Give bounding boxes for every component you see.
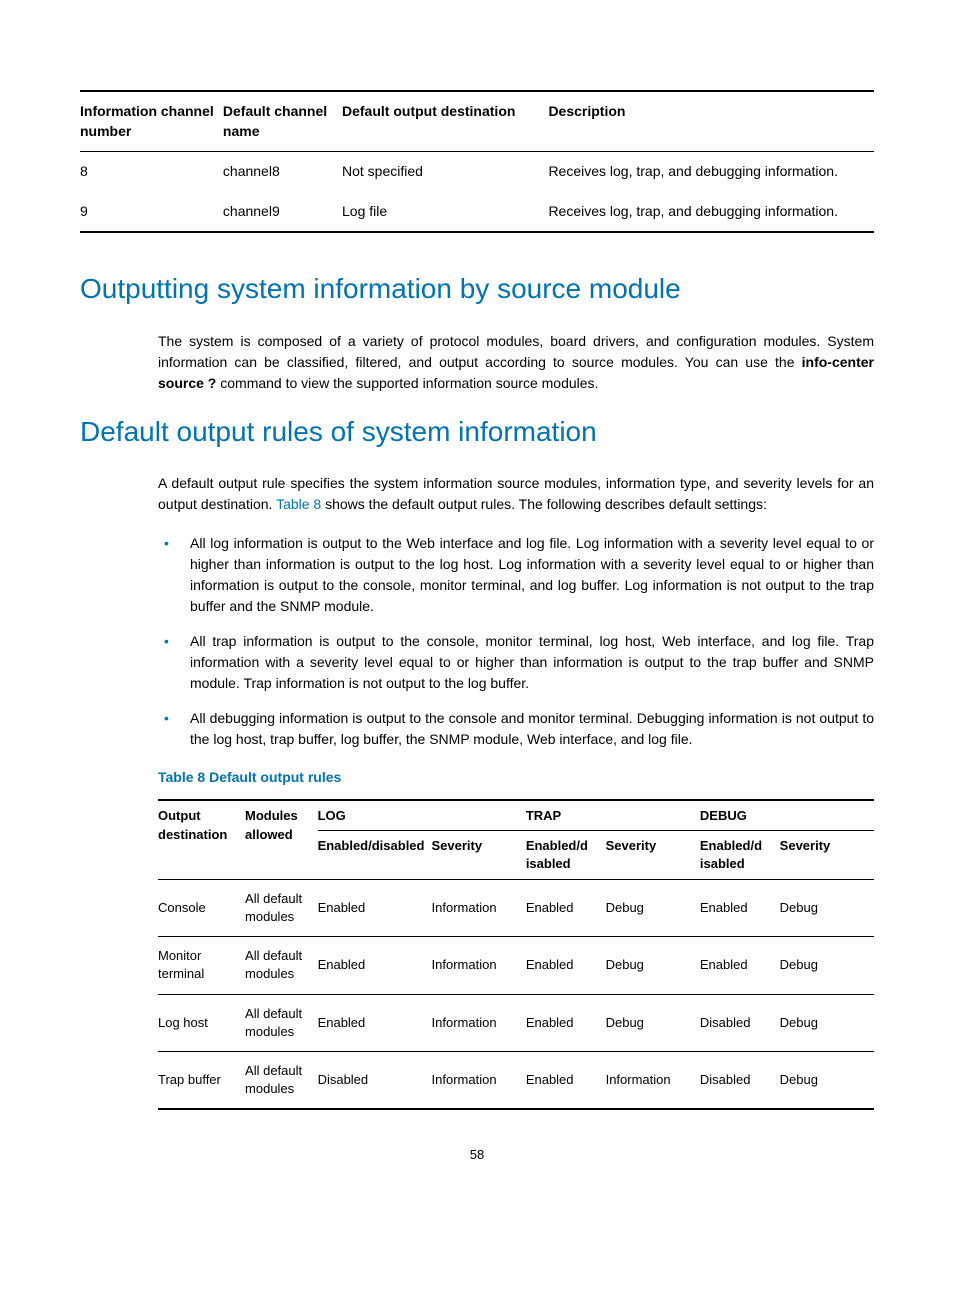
para-text: shows the default output rules. The foll… [321,496,767,512]
cell-log-sev: Information [432,879,526,936]
cell-dbg-sev: Debug [780,994,874,1051]
cell-desc: Receives log, trap, and debugging inform… [548,192,874,233]
list-item: All log information is output to the Web… [158,533,874,617]
cell-log-en: Enabled [318,937,432,994]
cell-trap-en: Enabled [526,879,606,936]
para-output-rules: A default output rule specifies the syst… [158,473,874,515]
bullet-list: All log information is output to the Web… [158,533,874,750]
cell-out: Console [158,879,245,936]
cell-log-sev: Information [432,937,526,994]
table-row: Log host All default modules Enabled Inf… [158,994,874,1051]
heading-output-rules: Default output rules of system informati… [80,412,874,451]
th-modules: Modules allowed [245,800,318,879]
th-output-dest: Default output destination [342,91,548,152]
cell-log-sev: Information [432,1052,526,1110]
cell-log-en: Enabled [318,879,432,936]
cell-trap-en: Enabled [526,994,606,1051]
cell-num: 9 [80,192,223,233]
table-row: Trap buffer All default modules Disabled… [158,1052,874,1110]
th-debug: DEBUG [700,800,874,830]
cell-dbg-en: Enabled [700,879,780,936]
th-description: Description [548,91,874,152]
cell-dbg-en: Disabled [700,1052,780,1110]
cell-mod: All default modules [245,937,318,994]
cell-dbg-en: Enabled [700,937,780,994]
cell-trap-sev: Debug [606,879,700,936]
th-enabled: Enabled/d isabled [700,830,780,879]
table-reference-link[interactable]: Table 8 [276,496,321,512]
list-item: All debugging information is output to t… [158,708,874,750]
cell-log-en: Disabled [318,1052,432,1110]
cell-dbg-en: Disabled [700,994,780,1051]
cell-out: Log host [158,994,245,1051]
th-enabled: Enabled/d isabled [526,830,606,879]
cell-mod: All default modules [245,1052,318,1110]
th-channel-name: Default channel name [223,91,342,152]
cell-log-sev: Information [432,994,526,1051]
th-severity: Severity [432,830,526,879]
th-enabled: Enabled/disabled [318,830,432,879]
cell-dbg-sev: Debug [780,937,874,994]
table-row: Monitor terminal All default modules Ena… [158,937,874,994]
cell-mod: All default modules [245,994,318,1051]
cell-mod: All default modules [245,879,318,936]
heading-source-module: Outputting system information by source … [80,269,874,308]
table-row: Console All default modules Enabled Info… [158,879,874,936]
cell-trap-en: Enabled [526,1052,606,1110]
cell-dbg-sev: Debug [780,1052,874,1110]
cell-desc: Receives log, trap, and debugging inform… [548,152,874,192]
page-number: 58 [80,1146,874,1164]
cell-trap-sev: Debug [606,994,700,1051]
cell-log-en: Enabled [318,994,432,1051]
cell-name: channel8 [223,152,342,192]
table-caption: Table 8 Default output rules [158,768,874,788]
cell-dest: Not specified [342,152,548,192]
cell-trap-sev: Debug [606,937,700,994]
th-channel-number: Information channel number [80,91,223,152]
output-rules-table: Output destination Modules allowed LOG T… [158,799,874,1110]
cell-out: Trap buffer [158,1052,245,1110]
th-severity: Severity [780,830,874,879]
para-text: command to view the supported informatio… [216,375,598,391]
list-item: All trap information is output to the co… [158,631,874,694]
th-output-dest: Output destination [158,800,245,879]
cell-trap-sev: Information [606,1052,700,1110]
cell-name: channel9 [223,192,342,233]
cell-dbg-sev: Debug [780,879,874,936]
cell-num: 8 [80,152,223,192]
cell-trap-en: Enabled [526,937,606,994]
th-log: LOG [318,800,526,830]
cell-dest: Log file [342,192,548,233]
para-source-module: The system is composed of a variety of p… [158,331,874,394]
th-severity: Severity [606,830,700,879]
cell-out: Monitor terminal [158,937,245,994]
table-row: 9 channel9 Log file Receives log, trap, … [80,192,874,233]
channel-table: Information channel number Default chann… [80,90,874,233]
para-text: The system is composed of a variety of p… [158,333,874,370]
th-trap: TRAP [526,800,700,830]
table-row: 8 channel8 Not specified Receives log, t… [80,152,874,192]
